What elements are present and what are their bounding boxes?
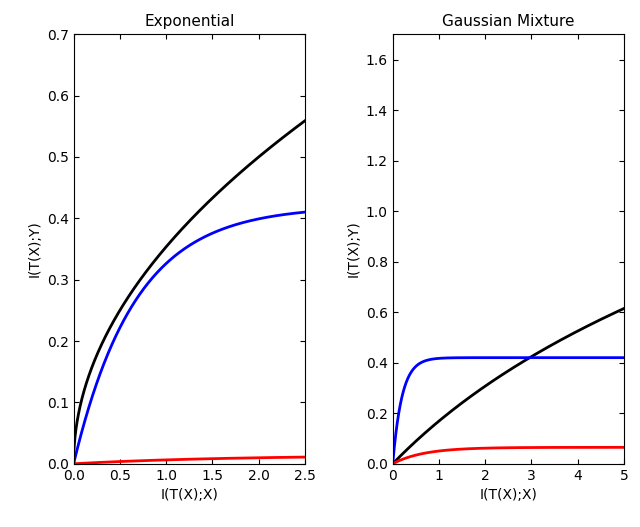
X-axis label: I(T(X);X): I(T(X);X) [479, 488, 538, 502]
Y-axis label: I(T(X);Y): I(T(X);Y) [27, 221, 41, 277]
X-axis label: I(T(X);X): I(T(X);X) [160, 488, 218, 502]
Title: Gaussian Mixture: Gaussian Mixture [442, 14, 575, 29]
Title: Exponential: Exponential [144, 14, 234, 29]
Y-axis label: I(T(X);Y): I(T(X);Y) [346, 221, 360, 277]
